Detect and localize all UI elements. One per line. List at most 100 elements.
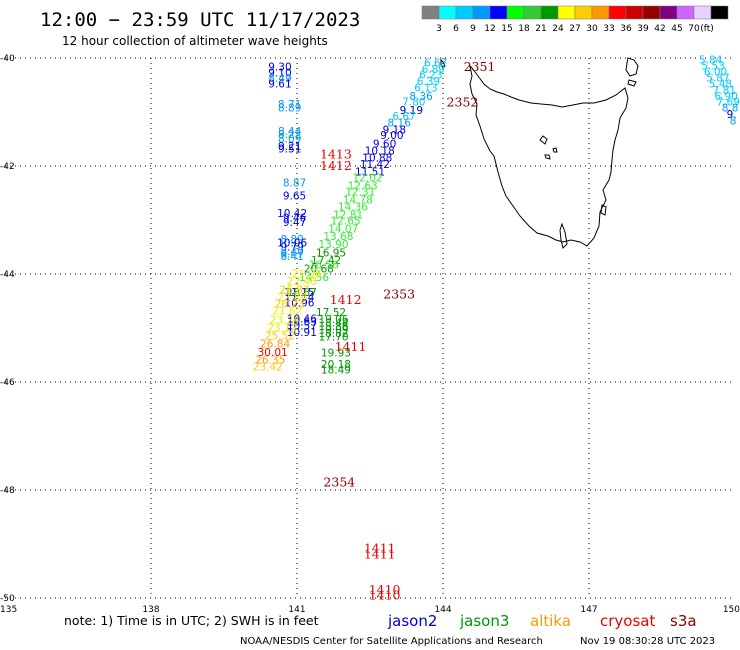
legend-swatch [421,5,440,20]
legend-label: 12 [484,24,495,34]
wave-height-label: 8.41 [280,251,303,263]
legend-swatch [642,5,661,20]
satellite-legend-altika: altika [530,612,571,630]
legend-label: 30 [586,24,598,34]
wave-height-label: 23.24 [270,314,300,326]
wave-height-label: 10.88 [362,152,392,164]
wave-height-label: 23.13 [267,322,297,334]
wave-height-label: 18.82 [318,328,348,340]
legend-swatch [574,5,593,20]
wave-height-label: 30.01 [258,347,288,359]
legend-swatch [710,5,729,20]
pass-time-label: 1411 [335,339,367,354]
legend-label: 45 [671,24,682,34]
legend-swatch [625,5,644,20]
bruny-island [559,222,568,249]
wave-height-label: 9.47 [283,217,306,229]
wave-height-label: 7.69 [716,97,739,109]
legend-swatch [591,5,610,20]
wave-height-label: 10.46 [287,313,317,325]
legend-label: 42 [654,24,665,34]
wave-height-label: 6.67 [392,111,415,123]
pass-time-label: 1410 [369,587,401,602]
wave-height-label: 21.36 [292,268,322,280]
wave-height-label: 18.86 [318,321,348,333]
wave-height-label: 14.56 [299,272,329,284]
wave-height-label: 8.22 [278,129,301,141]
wave-height-label: 9.46 [283,212,307,224]
y-tick-label: -44 [0,270,15,280]
pass-time-labels: 2351235214131412235314121411235414111411… [320,59,495,602]
wave-height-label: 9.10 [268,68,291,80]
wave-height-label: 12.31 [345,186,375,198]
lake-2 [552,147,558,153]
wave-height-label: 22.40 [287,276,317,288]
plot-area: 135 138 141 144 147 150-40-42-44-46-48-50 9.3… [0,54,740,615]
legend-swatch [659,5,678,20]
wave-height-label: 22.84 [277,292,307,304]
legend-swatch [540,5,559,20]
wave-height-label: 6.00 [704,67,727,79]
wave-height-label: 9.61 [268,78,291,90]
wave-height-label: 18.49 [321,365,351,377]
pass-time-label: 1411 [364,546,396,561]
chart-subtitle: 12 hour collection of altimeter wave hei… [62,34,328,48]
legend-label: 18 [518,24,530,34]
pass-time-label: 2352 [447,94,479,109]
y-tick-label: -46 [0,378,15,388]
axis-tick-labels: 135 138 141 144 147 150 -40 -42 -44 -46 -48 -50 [0,54,740,615]
wave-height-label: 10.63 [287,317,317,329]
header: 12:00 − 23:59 UTC 11/17/2023 12 hour col… [40,9,360,48]
wave-height-label: 6.23 [419,70,442,82]
pass-time-label: 2354 [323,474,355,489]
wave-height-label: 9.18 [383,124,406,136]
x-tick-label: 138 [142,605,159,615]
satellite-legend-jason3: jason3 [459,612,509,630]
wave-height-label: 8.40 [280,246,303,258]
wave-height-label: 8.49 [268,73,291,85]
legend-swatch [455,5,474,20]
pass-time-label: 1410 [369,582,401,597]
color-legend: 3 6 9 12 15 18 21 24 27 30 33 36 39 42 45 70 (ft) [421,5,729,34]
note-text: note: 1) Time is in UTC; 2) SWH is in fe… [64,613,319,628]
wave-height-label: 20.68 [304,264,334,276]
legend-swatch [676,5,695,20]
wave-height-label: 25.52 [265,331,295,343]
wave-height-label: 9.30 [268,62,291,74]
legend-label: 27 [569,24,580,34]
wave-height-label: 11.42 [360,159,390,171]
wave-height-label: 9.51 [278,144,301,156]
wave-height-label: 17.42 [311,255,341,267]
pass-time-label: 1411 [364,540,396,555]
king-island [440,58,446,69]
wave-height-label: 13.68 [323,231,353,243]
wave-height-label: 26.84 [260,339,290,351]
wave-height-label: 12.81 [333,210,363,222]
satellite-legend-s3a: s3a [670,612,697,630]
pass-time-label: 2353 [383,287,415,302]
wave-height-label: 5.87 [706,72,729,84]
wave-height-label: 26.35 [255,354,285,366]
wave-height-label: 19.93 [321,347,351,359]
legend-swatch [489,5,508,20]
x-tick-label: 144 [434,605,451,615]
wave-height-label: 16.95 [316,247,346,259]
wave-height-label: 8.89 [278,103,301,115]
wave-height-label: 8.36 [409,91,433,103]
wave-height-label: 9.00 [380,130,403,142]
grid-lines [5,57,735,599]
wave-height-label: 7.81 [713,85,736,97]
x-tick-label: 135 [0,605,17,615]
legend-swatch [438,5,457,20]
wave-height-label: 14.36 [338,202,368,214]
legend-label: 70 [688,24,700,34]
wave-height-label: 17.52 [316,307,346,319]
wave-height-label: 9.60 [373,138,396,150]
satellite-legend: jason2 jason3 altika cryosat s3a [387,612,697,630]
wave-height-label: 12.65 [331,216,361,228]
wave-height-label: 11.15 [284,287,314,299]
y-tick-label: -48 [0,486,15,496]
wave-height-label: 5.84 [699,55,723,67]
x-tick-label: 150 [723,605,740,615]
x-tick-label: 147 [580,605,597,615]
